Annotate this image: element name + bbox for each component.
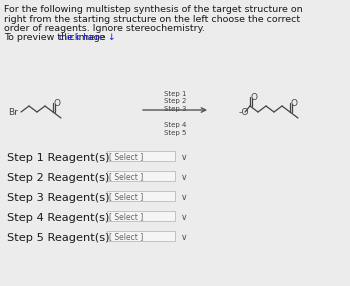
Text: [ Select ]: [ Select ] — [109, 212, 143, 221]
Text: ∨: ∨ — [181, 172, 188, 182]
Text: Step 3 Reagent(s): Step 3 Reagent(s) — [7, 193, 110, 203]
Text: O: O — [251, 93, 258, 102]
Text: Step 5: Step 5 — [164, 130, 186, 136]
Text: right from the starting structure on the left choose the correct: right from the starting structure on the… — [4, 15, 300, 23]
Text: Step 2 Reagent(s): Step 2 Reagent(s) — [7, 173, 109, 183]
Text: For the following multistep synthesis of the target structure on: For the following multistep synthesis of… — [4, 5, 303, 14]
Text: [ Select ]: [ Select ] — [109, 233, 143, 241]
Text: ∨: ∨ — [181, 233, 188, 241]
FancyBboxPatch shape — [107, 191, 175, 201]
Text: [ Select ]: [ Select ] — [109, 152, 143, 162]
Text: ∨: ∨ — [181, 192, 188, 202]
FancyBboxPatch shape — [107, 151, 175, 161]
FancyBboxPatch shape — [107, 211, 175, 221]
Text: O: O — [290, 99, 298, 108]
Text: Step 1 Reagent(s): Step 1 Reagent(s) — [7, 153, 110, 163]
Text: Br: Br — [8, 108, 18, 117]
Text: Step 4: Step 4 — [164, 122, 186, 128]
Text: To preview the image: To preview the image — [4, 33, 108, 42]
Text: O: O — [54, 99, 61, 108]
Text: Step 2: Step 2 — [164, 98, 186, 104]
FancyBboxPatch shape — [107, 231, 175, 241]
Text: ∨: ∨ — [181, 212, 188, 221]
Text: [ Select ]: [ Select ] — [109, 172, 143, 182]
Text: Step 1: Step 1 — [164, 91, 186, 97]
FancyBboxPatch shape — [107, 171, 175, 181]
Text: ∨: ∨ — [181, 152, 188, 162]
Text: Step 3: Step 3 — [164, 106, 186, 112]
Text: Step 4 Reagent(s): Step 4 Reagent(s) — [7, 213, 109, 223]
Text: [ Select ]: [ Select ] — [109, 192, 143, 202]
Text: click here ↓: click here ↓ — [59, 33, 116, 42]
Text: -O: -O — [239, 108, 250, 117]
Text: order of reagents. Ignore stereochemistry.: order of reagents. Ignore stereochemistr… — [4, 24, 205, 33]
Text: Step 5 Reagent(s): Step 5 Reagent(s) — [7, 233, 110, 243]
